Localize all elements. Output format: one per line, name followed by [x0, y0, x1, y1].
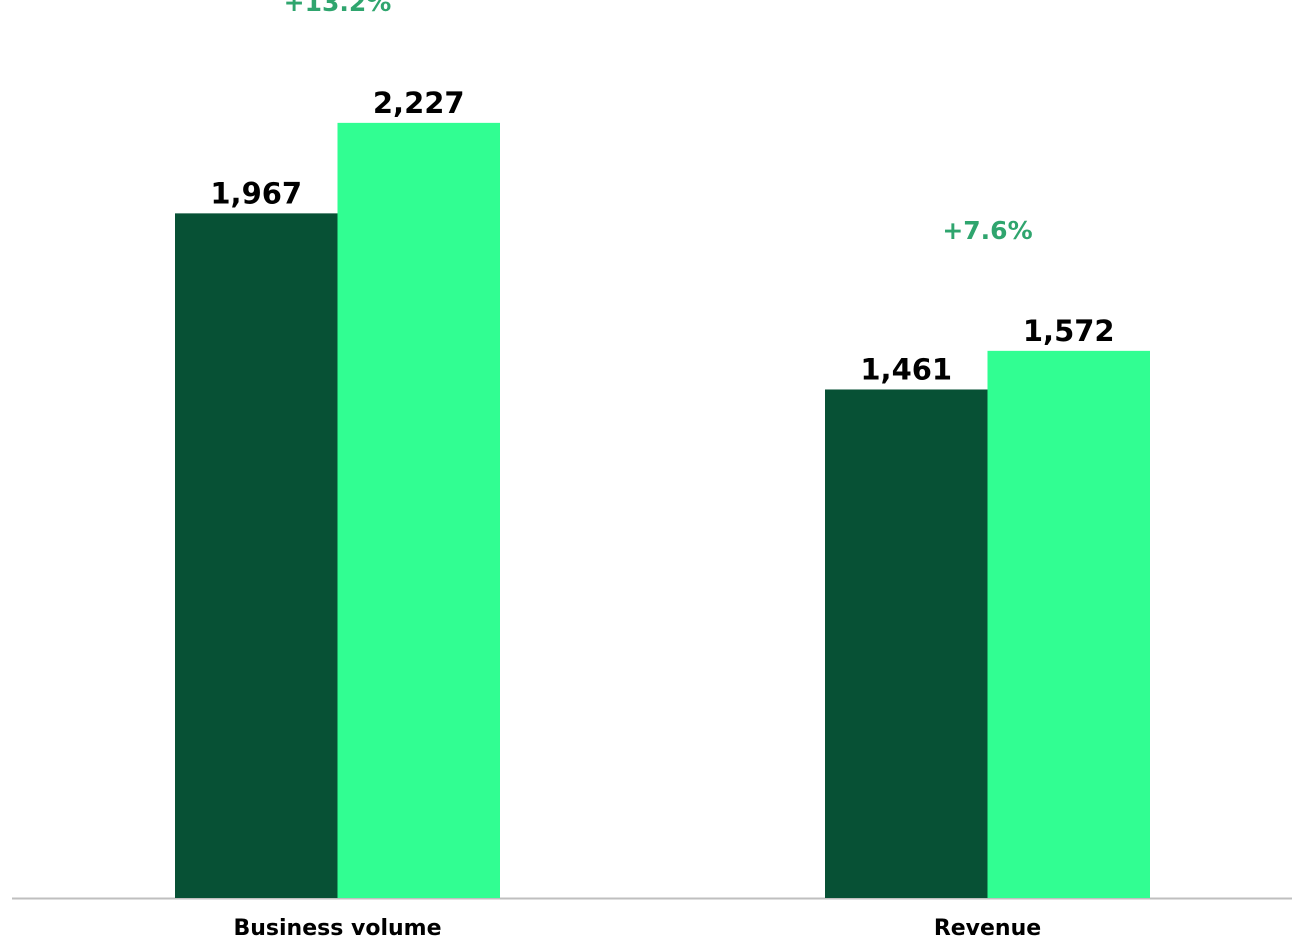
change-label: +13.2%: [284, 0, 392, 17]
bar-current-0: [337, 122, 500, 898]
bar-current-1: [987, 350, 1150, 898]
category-label: Business volume: [233, 916, 441, 941]
data-label: 2,227: [373, 86, 465, 120]
change-label: +7.6%: [942, 216, 1032, 245]
bar-previous-1: [825, 389, 988, 898]
data-label: 1,572: [1023, 314, 1115, 348]
data-label: 1,967: [210, 176, 302, 210]
data-label: 1,461: [860, 352, 952, 386]
bar-previous-0: [175, 213, 338, 899]
category-label: Revenue: [934, 916, 1041, 941]
